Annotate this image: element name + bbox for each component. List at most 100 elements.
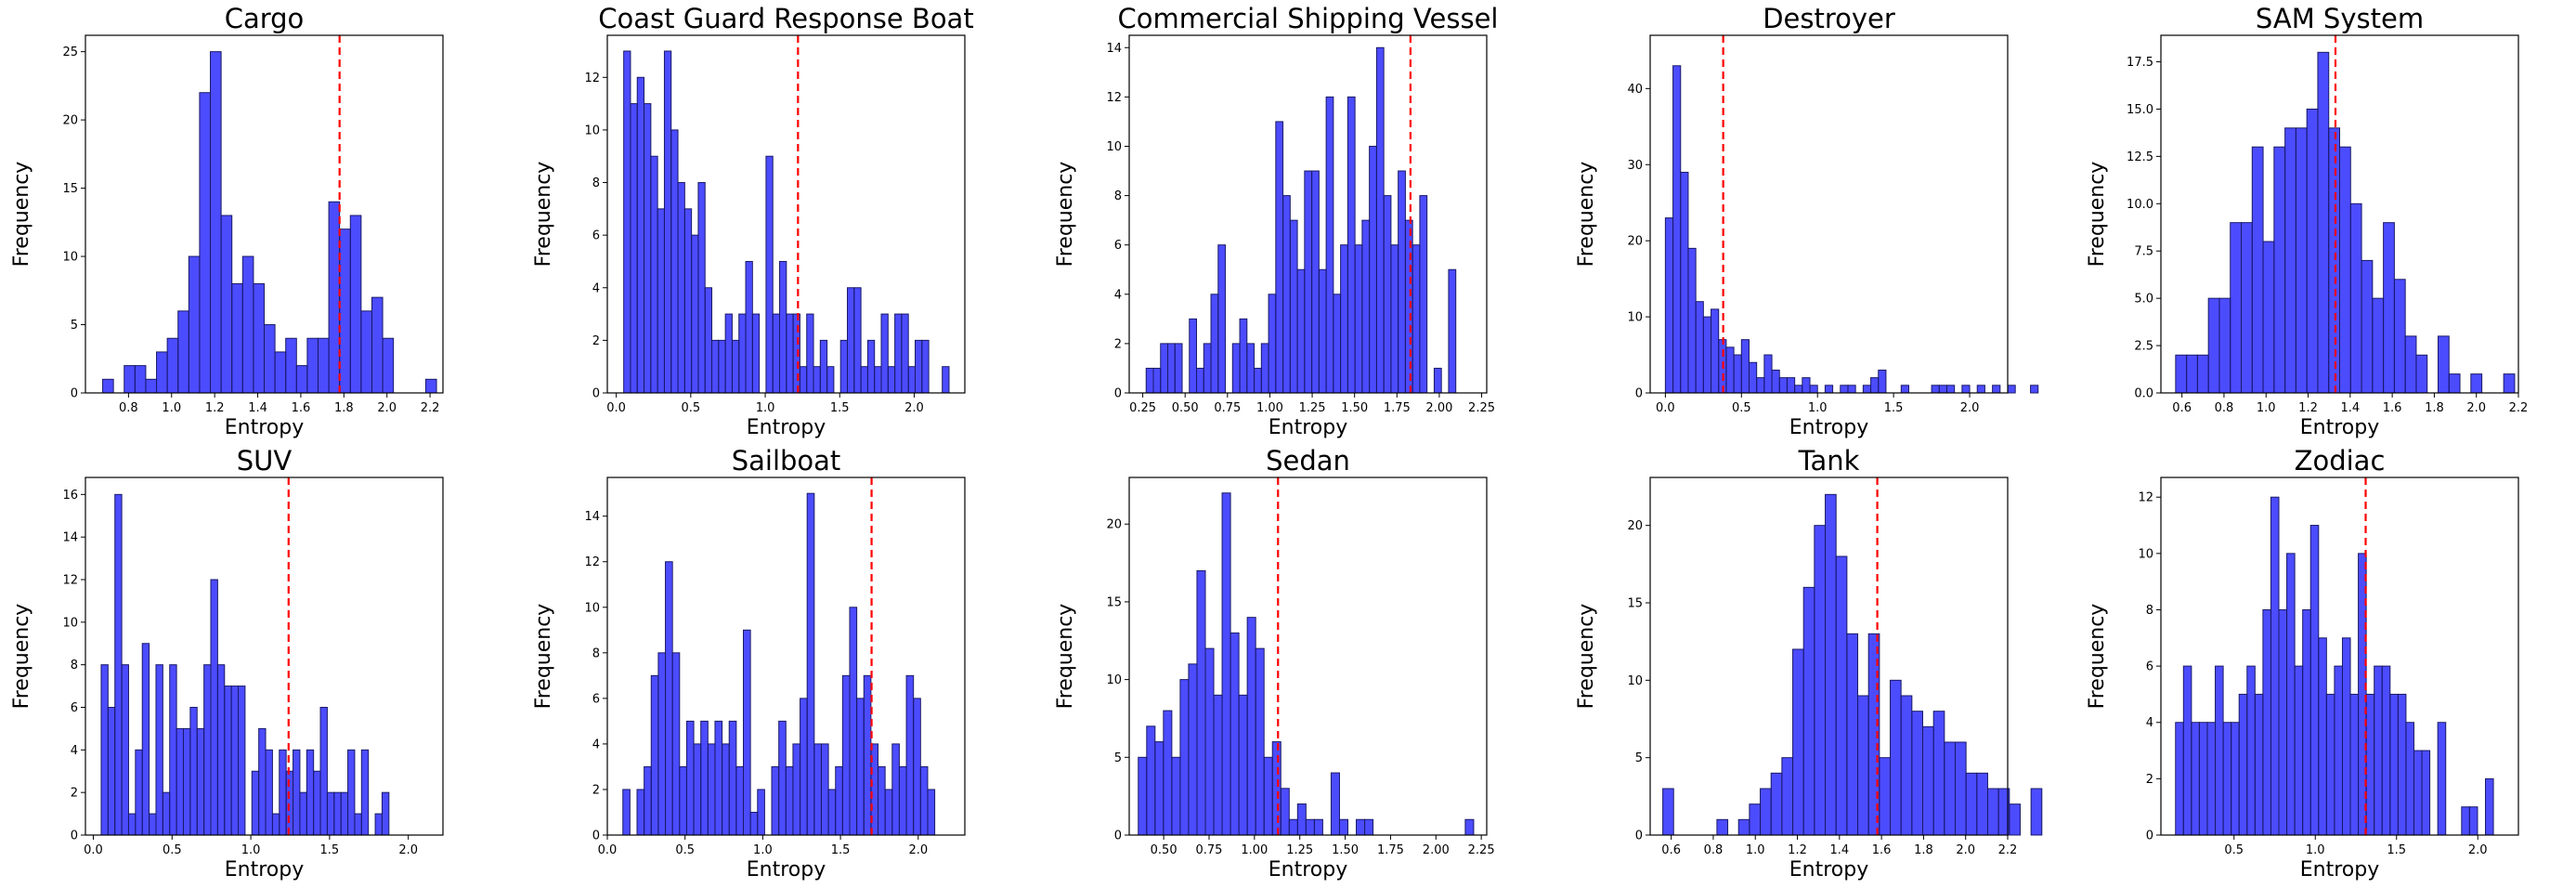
histogram-bar (738, 313, 747, 394)
x-tick-label: 0.5 (2224, 843, 2244, 857)
histogram-bar (1448, 268, 1457, 394)
x-tick-label: 0.25 (1129, 401, 1156, 415)
x-tick-label: 1.6 (2383, 401, 2402, 415)
histogram-bar (2215, 665, 2224, 836)
histogram-bar (913, 698, 921, 836)
histogram-bar (1464, 818, 1475, 836)
y-tick-label: 0 (592, 387, 600, 401)
histogram-bar (349, 215, 362, 394)
y-tick-label: 10 (1627, 674, 1643, 688)
histogram-bar (2030, 385, 2039, 394)
histogram-bar (2389, 693, 2399, 836)
x-axis-label: Entropy (747, 858, 826, 881)
histogram-bar (1330, 772, 1340, 836)
y-tick-label: 0 (1114, 387, 1122, 401)
histogram-bar (381, 791, 390, 836)
histogram-bar (295, 365, 308, 394)
x-tick-label: 1.4 (2340, 401, 2360, 415)
histogram-bar (2381, 665, 2391, 836)
histogram-bar (927, 789, 936, 836)
histogram-bar (657, 208, 665, 394)
x-tick-label: 1.75 (1377, 843, 1404, 857)
histogram-bar (1702, 316, 1712, 394)
histogram-panel-6: 0.0 0.5 1.0 1.5 2.0 0 2 4 6 8 10 12 14 16 SUV Entropy Fr… (10, 445, 444, 881)
histogram-bar (210, 579, 218, 836)
histogram-bar (714, 720, 723, 836)
y-tick-label: 4 (2146, 716, 2153, 730)
histogram-bar (2175, 722, 2184, 836)
histogram-bar (1282, 195, 1291, 394)
y-tick-label: 0 (592, 829, 600, 843)
histogram-bar (693, 743, 702, 836)
chart-title: Tank (1798, 445, 1860, 477)
histogram-bar (1304, 170, 1313, 394)
histogram-bar (253, 282, 265, 394)
histogram-bar (778, 720, 787, 836)
x-tick-label: 1.4 (248, 401, 267, 415)
histogram-bar (847, 287, 855, 394)
axes-frame (1649, 477, 2009, 836)
histogram-bar (203, 664, 212, 836)
histogram-bar (785, 765, 794, 836)
histogram-bar (231, 282, 243, 394)
histogram-bar (799, 366, 808, 394)
y-tick-label: 0 (1635, 387, 1643, 401)
x-tick-label: 1.5 (2387, 843, 2406, 857)
y-tick-label: 12 (584, 72, 600, 85)
x-tick-label: 2.0 (2468, 843, 2488, 857)
histogram-bar (800, 698, 808, 836)
x-tick-label: 2.0 (1960, 401, 1980, 415)
histogram-bar (2238, 693, 2248, 836)
histogram-bar (2007, 385, 2016, 394)
x-tick-label: 1.0 (2306, 843, 2325, 857)
histogram-panel-7: 0.0 0.5 1.0 1.5 2.0 0 2 4 6 8 10 12 14 Sailboat Entrop… (532, 445, 966, 881)
y-axis-label: Frequency (2086, 604, 2109, 710)
histogram-bar (199, 92, 212, 394)
axes-frame (1128, 34, 1488, 394)
chart-title: Sedan (1266, 445, 1350, 477)
histogram-bar (371, 296, 384, 394)
axes-frame (2160, 477, 2519, 836)
chart-title: Destroyer (1763, 3, 1895, 34)
y-axis-label: Frequency (2086, 162, 2109, 268)
histogram-bar (1433, 367, 1442, 394)
histogram-bar (2374, 665, 2383, 836)
histogram-bar (1756, 377, 1765, 394)
histogram-bar (2437, 722, 2447, 836)
histogram-bar (306, 337, 319, 394)
histogram-bar (779, 260, 787, 394)
x-tick-label: 1.5 (830, 401, 850, 415)
y-tick-label: 2 (592, 334, 600, 348)
y-axis-label: Frequency (1054, 162, 1077, 268)
histogram-bar (792, 743, 801, 836)
y-tick-label: 10 (1106, 673, 1122, 687)
histogram-bar (1922, 725, 1934, 836)
y-tick-label: 4 (71, 744, 78, 758)
histogram-bar (1338, 818, 1348, 836)
histogram-bar (1221, 492, 1231, 836)
histogram-bar (630, 103, 638, 394)
y-tick-label: 17.5 (2127, 56, 2153, 70)
histogram-bar (1976, 772, 1988, 836)
histogram-bar (1825, 493, 1837, 836)
axes-frame (1649, 34, 2009, 394)
histogram-bar (1255, 647, 1265, 836)
histogram-bar (2349, 693, 2360, 836)
histogram-bar (671, 652, 681, 836)
x-axis-label: Entropy (1789, 416, 1868, 439)
x-tick-label: 1.0 (241, 843, 261, 857)
histogram-bar (1268, 294, 1277, 394)
histogram-bar (894, 313, 903, 394)
chart-title: Cargo (225, 3, 305, 34)
histogram-bar (2334, 665, 2343, 836)
histogram-bar (866, 339, 876, 394)
x-tick-label: 1.50 (1332, 843, 1359, 857)
x-tick-label: 1.8 (2425, 401, 2444, 415)
histogram-bar (650, 155, 658, 394)
histogram-bar (264, 324, 276, 394)
histogram-bar (1740, 339, 1750, 394)
histogram-bar (1911, 711, 1924, 836)
histogram-bar (1196, 367, 1204, 394)
histogram-bar (2284, 127, 2296, 394)
histogram-bar (806, 313, 814, 394)
